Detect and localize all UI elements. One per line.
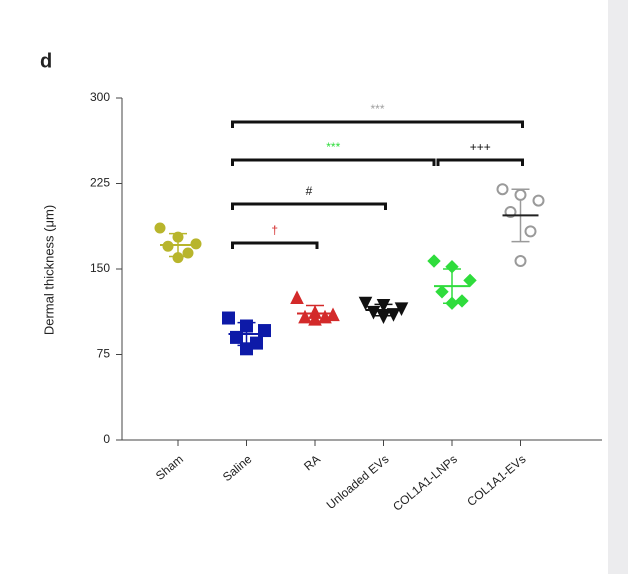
data-point [435,285,449,299]
data-point [182,247,194,259]
data-point [376,298,391,313]
panel-label: d [40,50,52,72]
data-point [172,231,184,243]
data-point [514,188,527,201]
significance-label: *** [370,102,384,116]
x-tick-label: COL1A1-EVs [464,452,528,509]
data-point [496,183,509,196]
y-tick-label: 300 [90,90,110,104]
data-point [376,310,391,324]
data-point [190,238,202,250]
data-point [240,319,253,333]
significance-bracket [436,158,524,166]
data-point [240,342,253,356]
significance-label: *** [326,140,340,154]
data-point [427,254,441,268]
data-point [445,260,459,274]
side-panel [608,0,628,574]
data-point [222,311,235,325]
data-point [524,225,537,238]
significance-label: # [306,184,313,198]
data-point [290,290,304,304]
significance-bracket [231,241,319,249]
data-point [154,222,166,234]
data-point [358,296,373,311]
data-point [514,255,527,268]
x-tick-label: RA [301,452,323,473]
data-point [445,296,459,310]
significance-label: +++ [470,140,491,154]
y-tick-label: 225 [90,176,110,190]
x-tick-label: Unloaded EVs [324,452,392,512]
significance-bracket [231,202,387,210]
data-point [455,294,469,308]
data-point [318,309,332,324]
y-tick-label: 75 [97,347,111,361]
chart: d Dermal thickness (μm) 0 75 150 225 300 Sham… [40,50,602,514]
data-point [162,240,174,252]
data-point [298,309,312,324]
data-point [326,307,340,322]
data-point [386,308,401,322]
data-point [308,312,322,326]
x-tick-label: COL1A1-LNPs [390,452,460,514]
x-tick-label: Sham [153,452,186,483]
x-tick-label: Saline [220,452,255,484]
data-point [463,273,477,288]
data-point [532,194,545,207]
y-tick-label: 150 [90,261,110,275]
y-axis-label: Dermal thickness (μm) [41,205,56,335]
data-point [172,252,184,264]
significance-label: † [271,223,278,237]
significance-bracket [231,158,436,166]
significance-bracket [231,120,524,128]
y-tick-label: 0 [103,432,110,446]
